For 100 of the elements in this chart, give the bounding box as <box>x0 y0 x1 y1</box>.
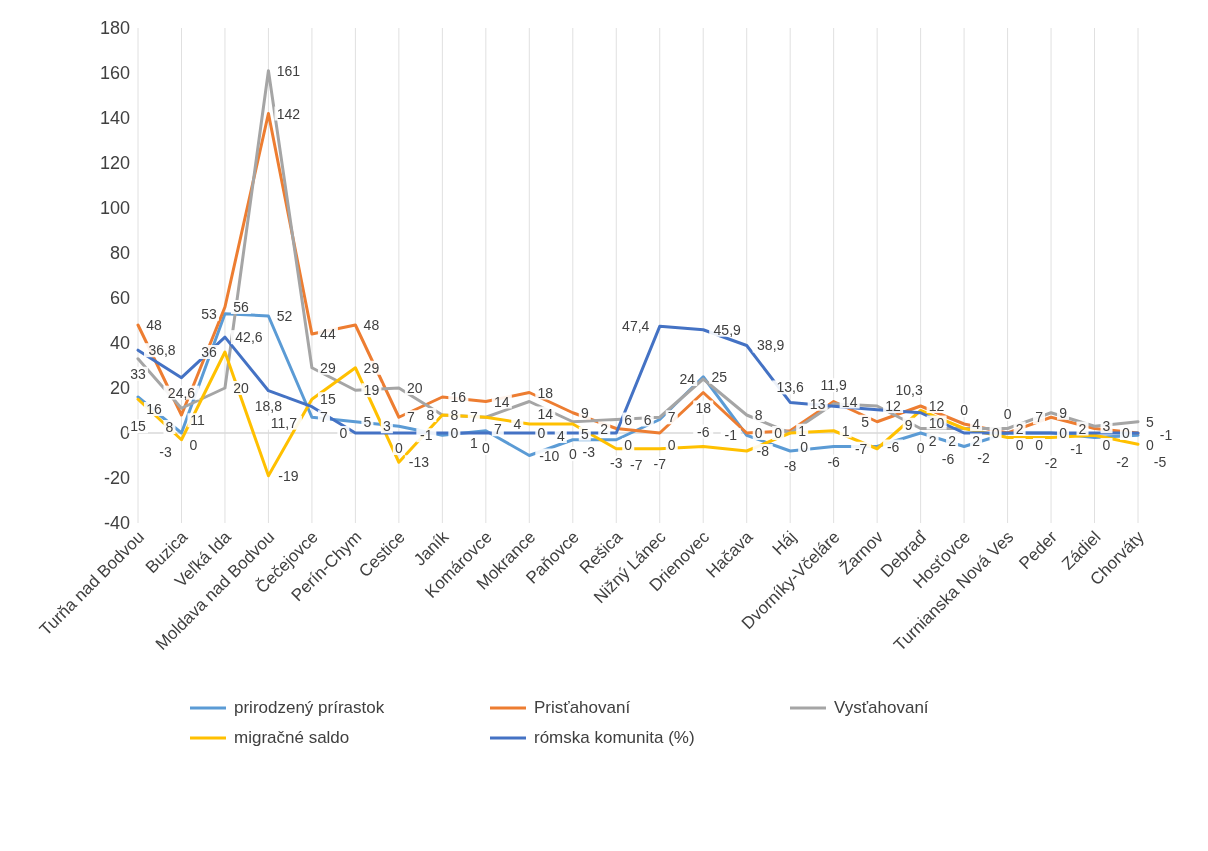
data-label: 11 <box>190 412 205 429</box>
data-label: 0 <box>481 440 490 456</box>
data-label: 18 <box>537 384 554 401</box>
data-label: 12 <box>885 398 902 414</box>
data-label: 0 <box>1102 437 1111 453</box>
data-label: 0 <box>800 439 809 455</box>
data-label: 24 <box>679 371 696 387</box>
y-tick-label: 0 <box>119 423 130 444</box>
data-label: 1 <box>841 422 850 439</box>
data-label: -1 <box>420 427 433 444</box>
data-label: 2 <box>928 432 937 449</box>
data-label: 56 <box>233 299 249 315</box>
data-label: 2 <box>972 432 981 449</box>
data-label: 0 <box>1059 425 1068 441</box>
data-label: -3 <box>582 443 596 460</box>
data-label: 11,7 <box>270 414 298 431</box>
data-label: -3 <box>610 454 623 471</box>
data-label: 14 <box>537 405 554 422</box>
data-label: 53 <box>201 305 217 322</box>
data-label: -3 <box>159 443 172 460</box>
data-label: 18 <box>695 399 712 416</box>
data-label: 18,8 <box>254 397 283 414</box>
data-label: -8 <box>783 458 797 474</box>
data-label: 13,6 <box>776 379 805 396</box>
data-label: 11,9 <box>820 377 847 394</box>
data-label: 142 <box>276 105 301 122</box>
data-label: 14 <box>841 393 858 410</box>
data-label: 7 <box>1035 409 1044 426</box>
data-label: 52 <box>276 308 293 324</box>
data-label: 38,9 <box>757 337 785 354</box>
data-label: -7 <box>854 440 868 457</box>
data-label: 8 <box>165 419 174 435</box>
data-label: 2 <box>600 420 609 437</box>
data-label: 45,9 <box>713 321 742 338</box>
data-label: 16 <box>450 389 467 405</box>
data-label: 2 <box>1078 420 1087 437</box>
data-label: -6 <box>827 453 841 470</box>
data-label: 5 <box>363 413 372 430</box>
data-label: 5 <box>1146 413 1155 430</box>
data-label: 0 <box>916 440 925 456</box>
y-tick-label: 100 <box>99 198 130 219</box>
data-label: 4 <box>972 416 981 432</box>
data-label: 3 <box>1102 418 1111 435</box>
data-label: 2 <box>1015 420 1024 437</box>
data-label: 12 <box>928 398 945 414</box>
data-label: 7 <box>320 409 329 426</box>
data-label: 7 <box>406 409 415 426</box>
data-label: 15 <box>320 391 336 408</box>
data-label: 7 <box>667 409 676 426</box>
data-label: 0 <box>991 425 1000 441</box>
data-label: 0 <box>960 402 969 418</box>
data-label: -2 <box>977 449 990 466</box>
data-label: -1 <box>724 427 738 444</box>
data-label: 9 <box>580 404 589 421</box>
data-label: 29 <box>320 359 336 376</box>
data-label: 36 <box>201 344 217 360</box>
data-label: -2 <box>1044 454 1058 471</box>
y-tick-label: 140 <box>99 108 130 129</box>
data-label: 33 <box>130 365 146 382</box>
data-label: 48 <box>363 317 380 333</box>
data-label: -1 <box>1070 441 1083 458</box>
legend-label: prirodzený prírastok <box>234 698 385 718</box>
data-label: 0 <box>1146 437 1155 453</box>
data-label: -1 <box>1159 427 1173 444</box>
legend-label: Vysťahovaní <box>834 698 929 718</box>
data-label: 0 <box>394 440 403 456</box>
data-label: 8 <box>426 407 435 423</box>
data-label: 47,4 <box>622 318 650 335</box>
data-label: 10 <box>928 414 945 431</box>
data-label: 0 <box>189 437 198 453</box>
data-label: 24,6 <box>167 384 196 401</box>
data-label: 0 <box>624 437 633 453</box>
data-label: 3 <box>382 418 391 435</box>
y-tick-label: 80 <box>109 243 130 264</box>
data-label: -5 <box>1153 454 1167 471</box>
data-label: 0 <box>1015 437 1024 453</box>
data-label: 4 <box>556 428 565 444</box>
data-label: 9 <box>1059 404 1068 421</box>
legend-label: rómska komunita (%) <box>534 728 695 748</box>
data-label: 0 <box>667 437 676 453</box>
data-label: -6 <box>696 423 710 440</box>
data-label: 0 <box>339 425 348 441</box>
data-label: -2 <box>1116 453 1129 470</box>
data-label: -7 <box>653 455 667 472</box>
data-label: 0 <box>568 446 577 462</box>
data-label: 8 <box>754 407 763 423</box>
data-label: 48 <box>146 317 162 333</box>
data-label: 20 <box>233 380 249 396</box>
data-label: 36,8 <box>148 342 176 359</box>
data-label: 0 <box>537 425 546 441</box>
data-label: 2 <box>948 432 957 449</box>
y-tick-label: -20 <box>103 468 130 489</box>
data-label: 0 <box>1003 406 1012 422</box>
data-label: 16 <box>146 401 162 417</box>
data-label: 1 <box>469 434 478 451</box>
data-label: 19 <box>363 382 380 399</box>
data-label: 0 <box>1035 437 1044 453</box>
data-label: 14 <box>494 393 510 410</box>
y-tick-label: 180 <box>99 18 130 39</box>
data-label: -6 <box>886 438 900 455</box>
